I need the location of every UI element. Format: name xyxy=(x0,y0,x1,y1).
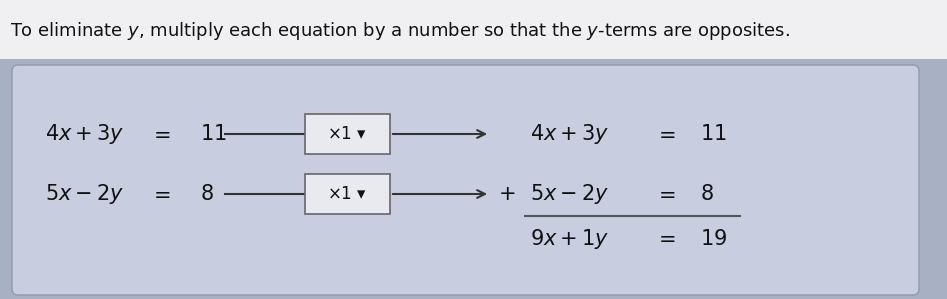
Text: $4x + 3y$: $4x + 3y$ xyxy=(530,122,609,146)
FancyBboxPatch shape xyxy=(0,0,947,59)
Text: $\times$1 $\blacktriangledown$: $\times$1 $\blacktriangledown$ xyxy=(327,185,367,203)
Text: $5x - 2y$: $5x - 2y$ xyxy=(45,182,124,206)
Text: $=$: $=$ xyxy=(654,124,676,144)
Text: $19$: $19$ xyxy=(700,229,727,249)
Text: $=$: $=$ xyxy=(654,184,676,204)
Text: To eliminate $y$, multiply each equation by a number so that the $y$-terms are o: To eliminate $y$, multiply each equation… xyxy=(10,20,790,42)
Text: $11$: $11$ xyxy=(700,124,726,144)
Text: $=$: $=$ xyxy=(654,230,676,248)
Text: $5x - 2y$: $5x - 2y$ xyxy=(530,182,609,206)
Text: $11$: $11$ xyxy=(200,124,226,144)
Text: $8$: $8$ xyxy=(700,184,714,204)
Text: $9x + 1y$: $9x + 1y$ xyxy=(530,227,609,251)
Text: $+$: $+$ xyxy=(498,184,515,204)
Text: $=$: $=$ xyxy=(150,184,170,204)
FancyBboxPatch shape xyxy=(12,65,919,295)
Text: $=$: $=$ xyxy=(150,124,170,144)
FancyBboxPatch shape xyxy=(0,59,947,299)
Text: $\times$1 $\blacktriangledown$: $\times$1 $\blacktriangledown$ xyxy=(327,125,367,143)
FancyBboxPatch shape xyxy=(305,174,390,214)
FancyBboxPatch shape xyxy=(305,114,390,154)
Text: $8$: $8$ xyxy=(200,184,214,204)
Text: $4x + 3y$: $4x + 3y$ xyxy=(45,122,124,146)
